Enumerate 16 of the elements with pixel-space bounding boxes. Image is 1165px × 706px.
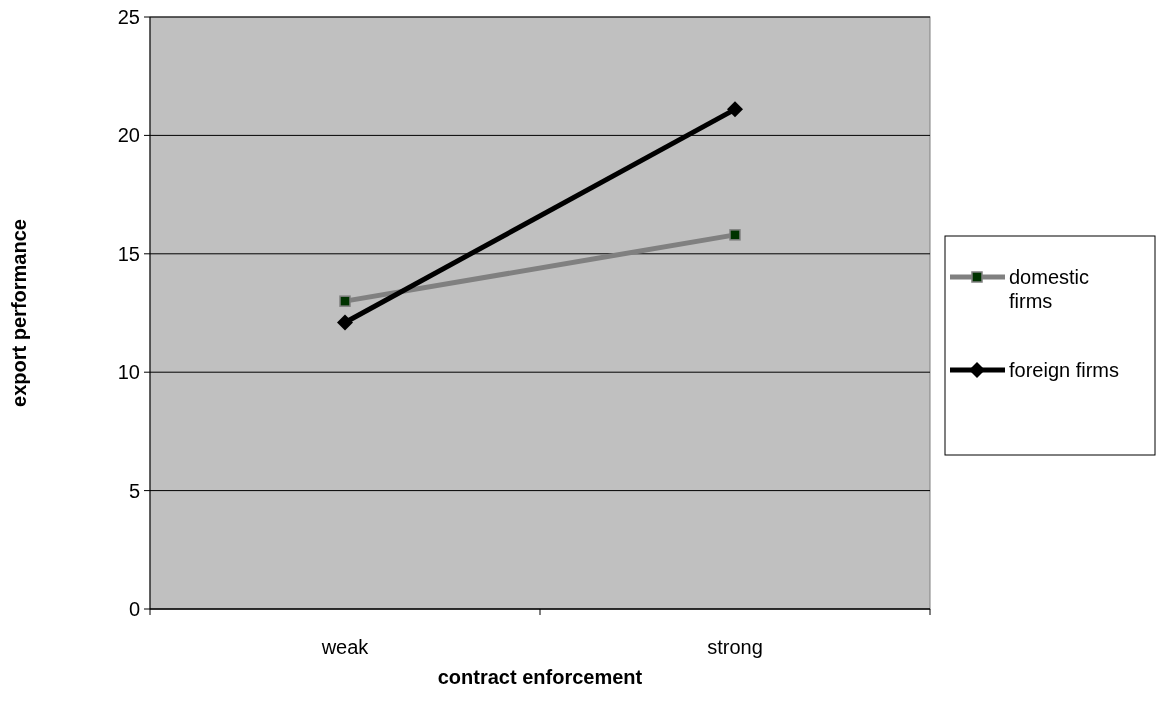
x-tick-label: weak (320, 636, 370, 658)
point (339, 295, 351, 307)
y-tick-label: 5 (128, 479, 140, 502)
y-tick-label: 10 (117, 361, 140, 384)
y-tick-label: 25 (117, 6, 140, 28)
point (337, 314, 353, 331)
x-axis-title: contract enforcement (437, 666, 643, 688)
legend-label: domestic firms (1009, 266, 1090, 312)
x-tick-label: strong (707, 636, 763, 658)
point (729, 229, 741, 241)
y-tick-label: 20 (117, 124, 140, 147)
point (727, 101, 743, 118)
y-axis-title: export performance (8, 219, 30, 407)
y-tick-label: 0 (128, 598, 140, 620)
legend-label: foreign firms (1009, 359, 1120, 381)
y-tick-label: 15 (117, 242, 140, 265)
